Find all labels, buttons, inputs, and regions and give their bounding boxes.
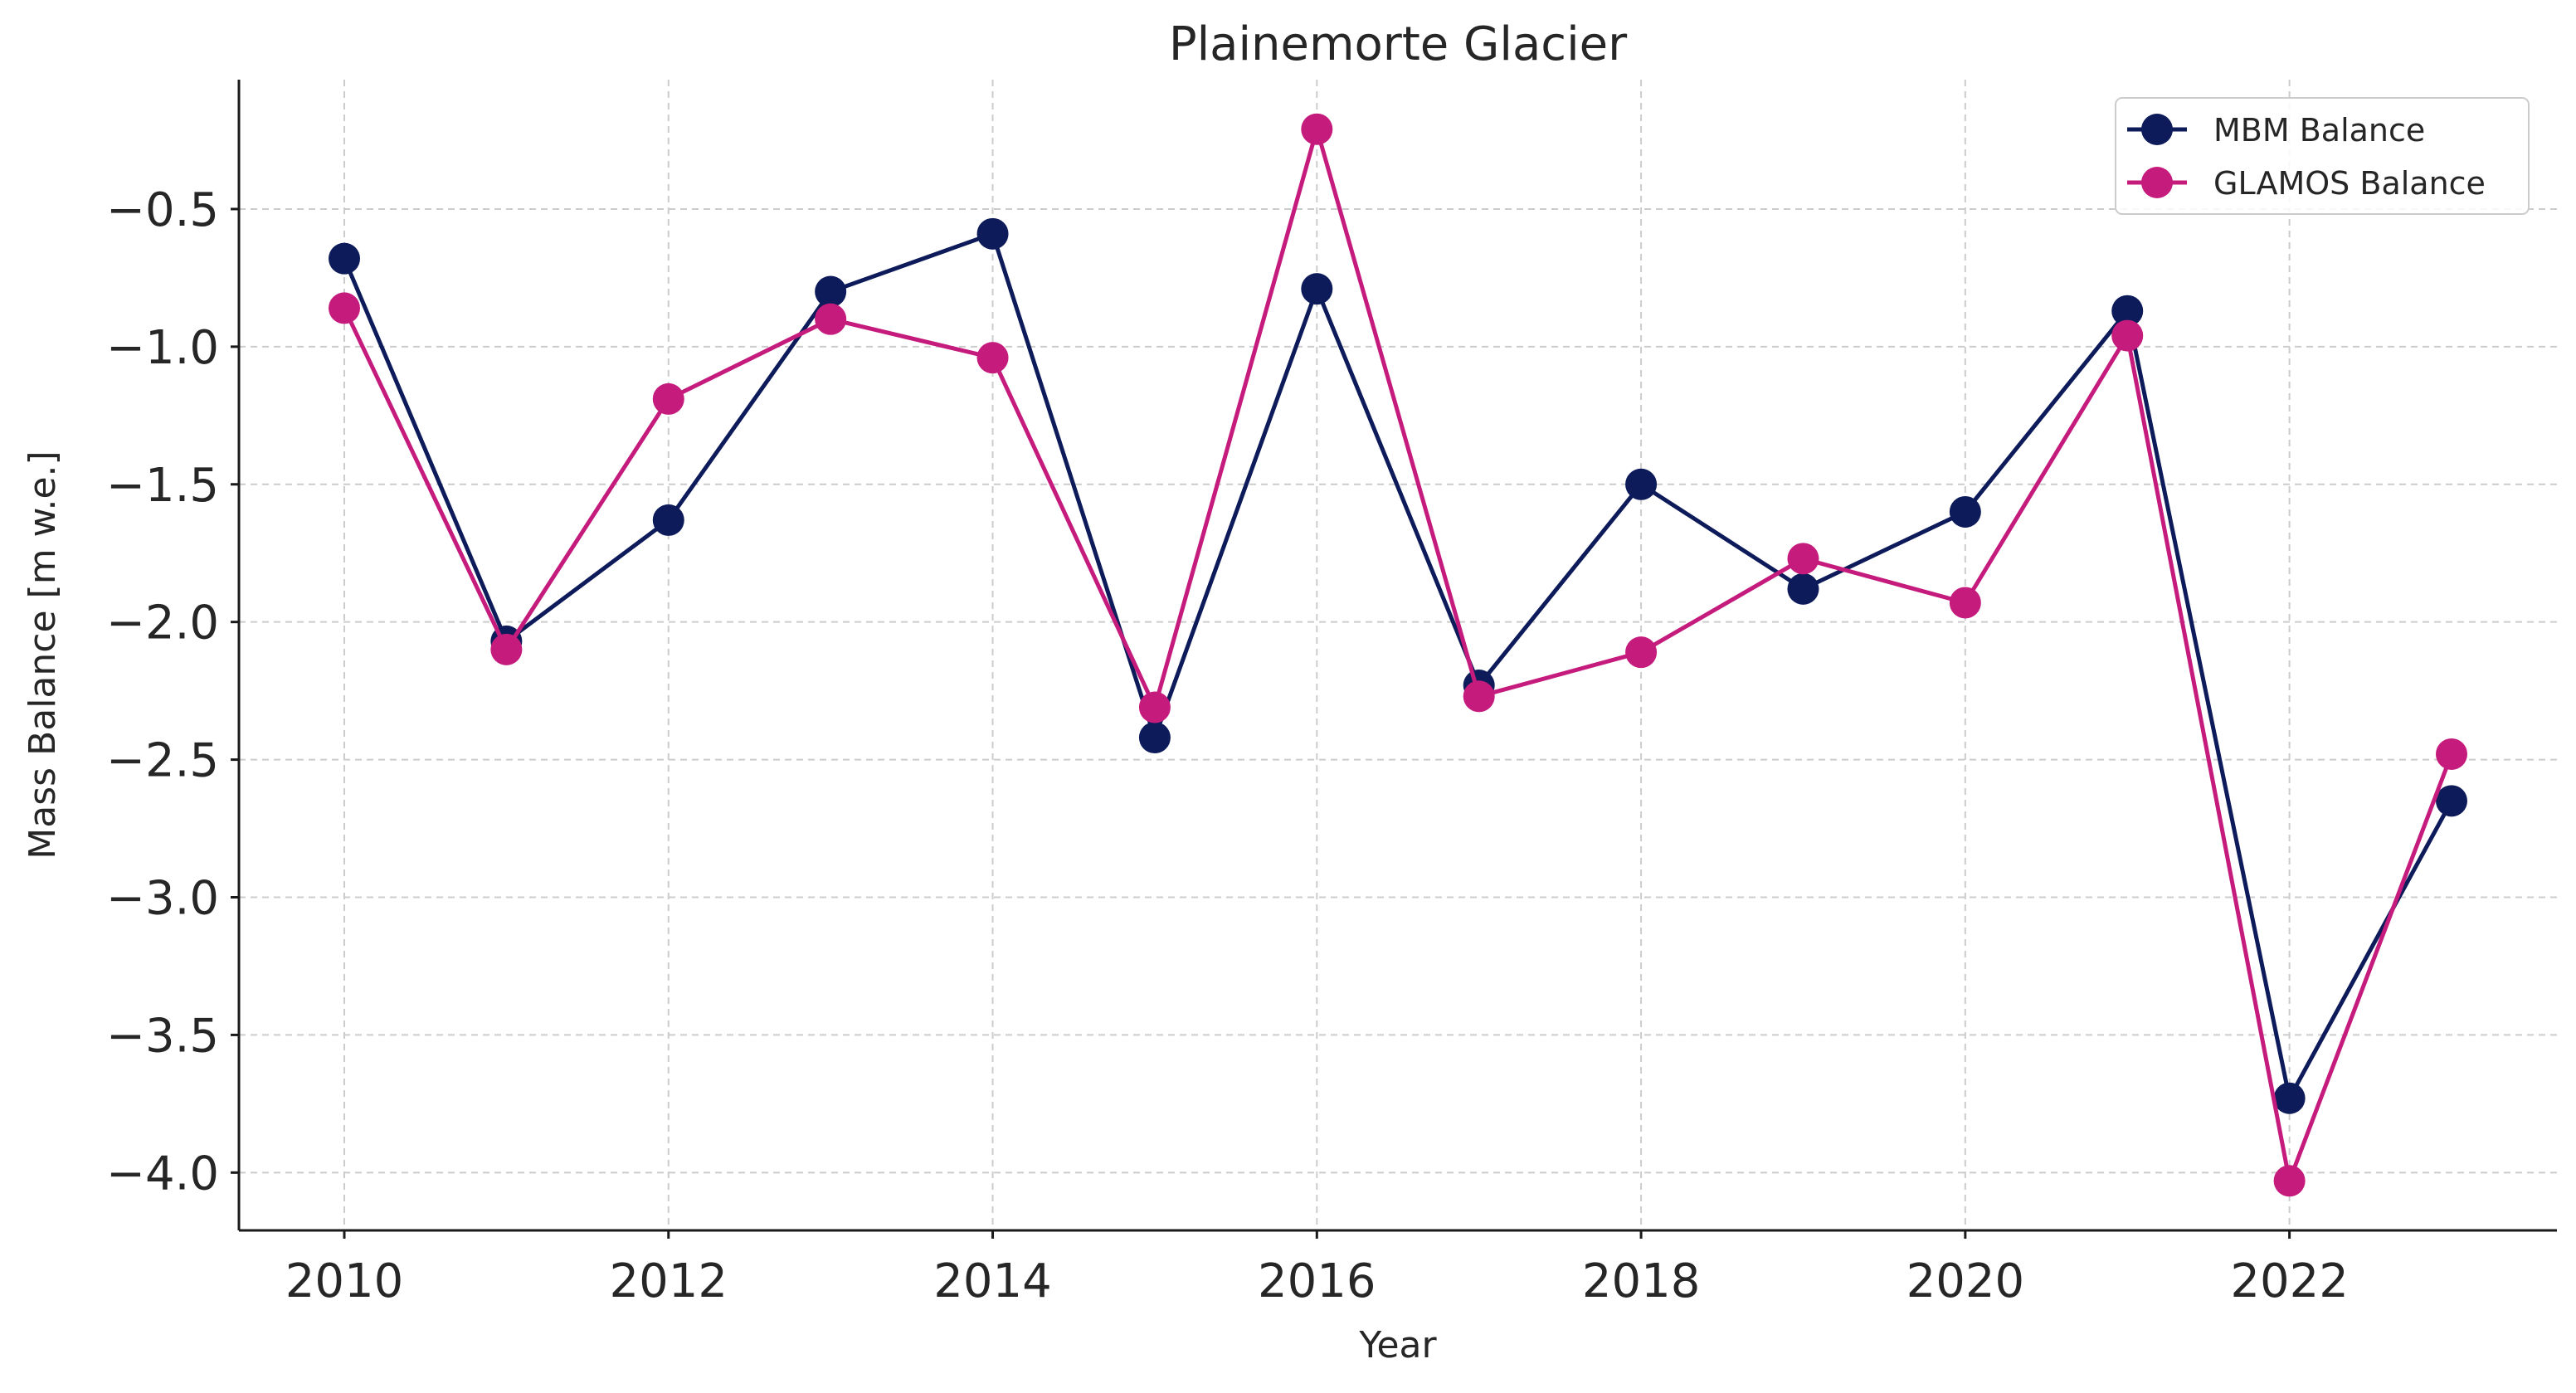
data-point-mbm-balance bbox=[815, 275, 847, 308]
x-tick-label: 2018 bbox=[1582, 1254, 1701, 1308]
data-point-glamos-balance bbox=[2111, 319, 2144, 352]
series-line-glamos-balance bbox=[342, 127, 2454, 1183]
series-line-mbm-balance bbox=[342, 231, 2454, 1101]
grid-lines bbox=[239, 80, 2557, 1230]
y-tick-label: −1.5 bbox=[106, 459, 219, 513]
x-tick-label: 2014 bbox=[933, 1254, 1052, 1308]
series-layer bbox=[329, 113, 2467, 1197]
data-point-glamos-balance bbox=[490, 633, 523, 665]
data-point-mbm-balance bbox=[652, 504, 684, 536]
data-point-glamos-balance bbox=[329, 292, 360, 324]
x-tick-label: 2016 bbox=[1258, 1254, 1376, 1308]
data-point-mbm-balance bbox=[976, 217, 1009, 250]
axes-spines bbox=[237, 80, 2557, 1232]
y-tick-label: −0.5 bbox=[106, 183, 219, 237]
data-point-mbm-balance bbox=[1787, 572, 1819, 605]
y-tick-label: −2.0 bbox=[106, 597, 219, 650]
chart-title: Plainemorte Glacier bbox=[1169, 17, 1628, 71]
data-point-glamos-balance bbox=[1138, 691, 1171, 723]
series-glamos-balance bbox=[329, 113, 2467, 1197]
x-tick-label: 2010 bbox=[285, 1254, 404, 1308]
data-point-glamos-balance bbox=[976, 342, 1009, 374]
data-point-glamos-balance bbox=[2273, 1165, 2306, 1197]
legend-marker bbox=[2141, 167, 2173, 198]
y-tick-label: −3.5 bbox=[106, 1009, 219, 1063]
axis-ticks: 2010 2012 2014 2016 2018 2020 2022 −0.5 −1.0 −1.5… bbox=[106, 183, 2349, 1308]
y-axis-label: Mass Balance [m w.e.] bbox=[22, 451, 64, 859]
data-point-mbm-balance bbox=[1138, 722, 1171, 754]
series-mbm-balance bbox=[329, 217, 2467, 1114]
data-point-mbm-balance bbox=[329, 242, 360, 275]
x-axis-label: Year bbox=[1358, 1324, 1437, 1366]
data-point-glamos-balance bbox=[1625, 636, 1658, 669]
data-point-mbm-balance bbox=[1949, 495, 1981, 528]
data-point-glamos-balance bbox=[1301, 113, 1333, 145]
data-point-glamos-balance bbox=[2436, 738, 2467, 770]
data-point-glamos-balance bbox=[652, 382, 684, 415]
data-point-glamos-balance bbox=[1949, 587, 1981, 619]
data-point-glamos-balance bbox=[1787, 543, 1819, 575]
y-tick-label: −2.5 bbox=[106, 734, 219, 788]
data-point-mbm-balance bbox=[1625, 468, 1658, 500]
y-tick-label: −1.0 bbox=[106, 321, 219, 375]
legend-marker bbox=[2141, 114, 2173, 145]
x-tick-label: 2012 bbox=[610, 1254, 728, 1308]
data-point-glamos-balance bbox=[1463, 680, 1495, 713]
x-tick-label: 2020 bbox=[1906, 1254, 2025, 1308]
y-tick-label: −3.0 bbox=[106, 872, 219, 926]
data-point-mbm-balance bbox=[2111, 295, 2144, 327]
data-point-mbm-balance bbox=[2273, 1082, 2306, 1114]
legend-label: GLAMOS Balance bbox=[2213, 165, 2486, 202]
legend-item-mbm-balance: MBM Balance bbox=[2127, 112, 2425, 149]
data-point-mbm-balance bbox=[1301, 273, 1333, 305]
data-point-mbm-balance bbox=[2436, 785, 2467, 817]
y-tick-label: −4.0 bbox=[106, 1147, 219, 1201]
data-point-glamos-balance bbox=[815, 303, 847, 335]
legend-label: MBM Balance bbox=[2213, 112, 2425, 149]
x-tick-label: 2022 bbox=[2230, 1254, 2349, 1308]
legend-item-glamos-balance: GLAMOS Balance bbox=[2127, 165, 2486, 202]
legend: MBM Balance GLAMOS Balance bbox=[2115, 97, 2530, 215]
legend-box bbox=[2115, 97, 2530, 215]
